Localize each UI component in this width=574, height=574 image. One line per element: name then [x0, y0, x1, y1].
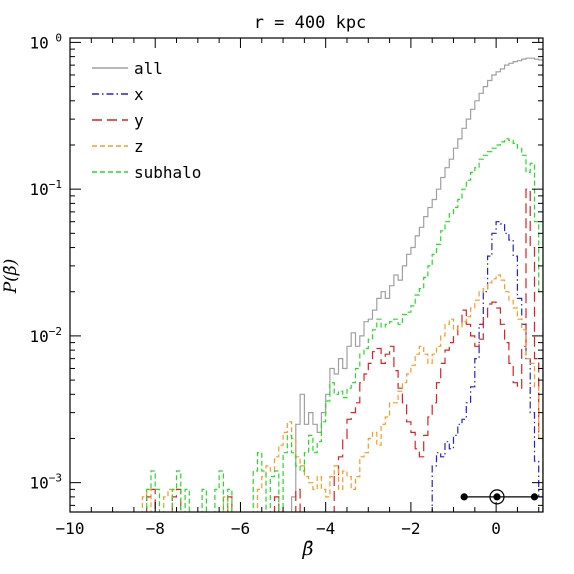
range-dot	[493, 493, 501, 501]
legend-label-all: all	[134, 59, 163, 78]
series-z	[141, 274, 543, 512]
y-axis-label: P(β̄)	[1, 259, 21, 295]
series-all	[291, 57, 543, 512]
range-circle	[489, 489, 505, 505]
plot-area	[141, 57, 543, 512]
x-tick-label: −4	[316, 519, 335, 538]
chart-title: r = 400 kpc	[254, 13, 367, 33]
y-tick-label: 10 0	[29, 31, 62, 52]
y-tick-label: 10−3	[29, 472, 62, 493]
range-dot	[530, 493, 539, 501]
series-subhalo	[146, 138, 543, 512]
series-y	[146, 188, 543, 512]
x-tick-label: 0	[491, 519, 501, 538]
axes: −10 −8 −6 −4 −2 0 10 0 10−1 10−2 10−3	[29, 31, 544, 538]
y-tick-label: 10−1	[29, 178, 62, 199]
legend: all xyz subhalo	[92, 59, 201, 182]
x-tick-label: −10	[56, 519, 85, 538]
legend-label-z: z	[134, 137, 144, 156]
range-dot	[460, 493, 468, 501]
x-tick-label: −2	[401, 519, 420, 538]
plot-frame	[69, 37, 544, 513]
x-axis-label: β̄	[302, 538, 314, 560]
legend-label-x: x	[134, 85, 144, 104]
legend-label-y: y	[134, 111, 144, 130]
x-tick-label: −8	[146, 519, 165, 538]
y-tick-label: 10−2	[29, 325, 62, 346]
x-tick-label: −6	[231, 519, 250, 538]
legend-label-subhalo: subhalo	[134, 163, 201, 182]
